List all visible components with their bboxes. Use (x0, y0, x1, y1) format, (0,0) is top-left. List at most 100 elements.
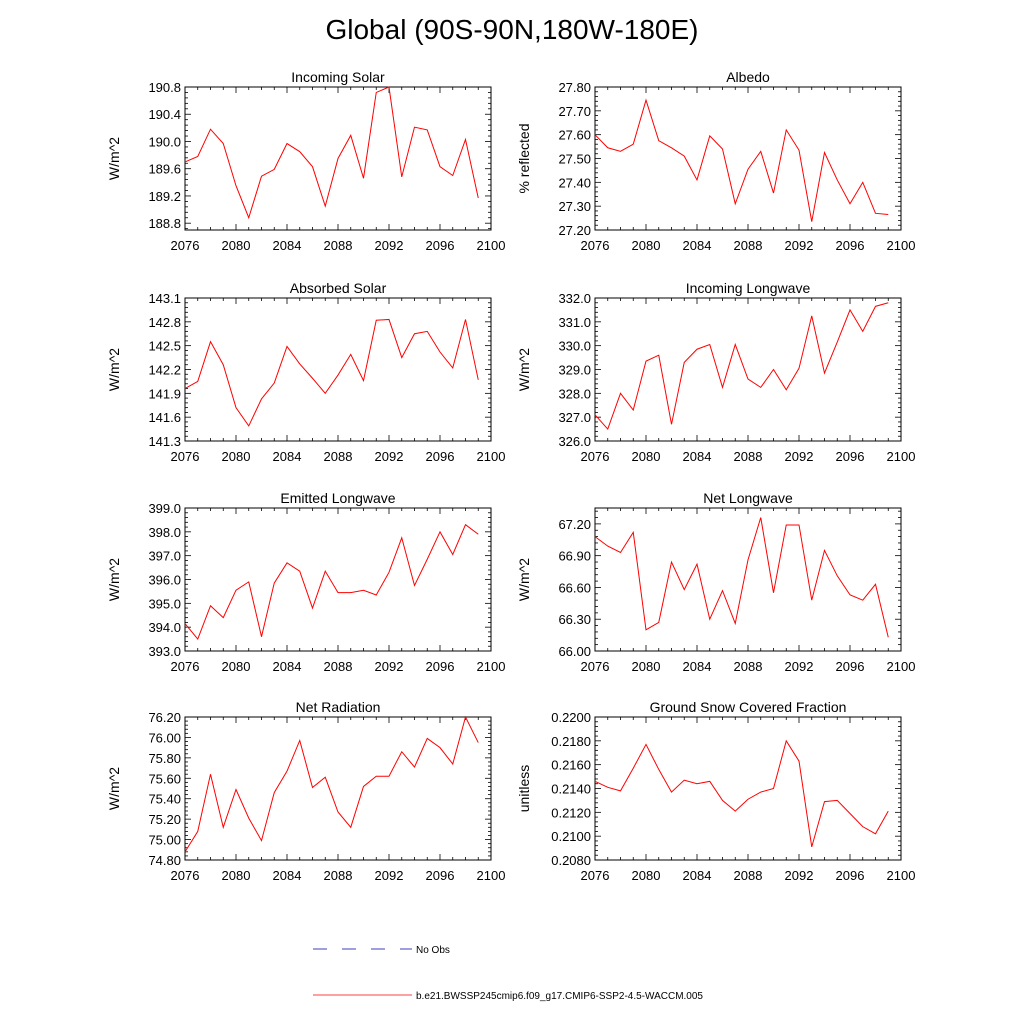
x-tick-label: 2100 (477, 659, 506, 674)
series-line (184, 523, 479, 641)
y-tick-label: 395.0 (148, 596, 181, 611)
y-tick-label: 27.30 (558, 199, 591, 214)
series-line (594, 302, 889, 431)
y-tick-label: 0.2120 (551, 805, 591, 820)
y-tick-label: 330.0 (558, 339, 591, 354)
y-tick-label: 142.2 (148, 363, 181, 378)
y-tick-label: 66.60 (558, 580, 591, 595)
x-tick-label: 2088 (324, 449, 353, 464)
chart-panels: Incoming Solar W/m^2 2076 2080 2084 2088 2092 2… (106, 69, 915, 883)
y-tick-label: 67.20 (558, 517, 591, 532)
panel-title: Absorbed Solar (290, 280, 387, 296)
y-tick-label: 143.1 (148, 291, 181, 306)
x-tick-label: 2076 (171, 868, 200, 883)
x-tick-label: 2084 (683, 238, 712, 253)
y-tick-label: 27.20 (558, 223, 591, 238)
x-tick-label: 2080 (222, 868, 251, 883)
y-tick-label: 188.8 (148, 216, 181, 231)
y-tick-label: 142.8 (148, 315, 181, 330)
x-tick-label: 2076 (581, 868, 610, 883)
x-tick-label: 2084 (273, 868, 302, 883)
x-tick-label: 2076 (171, 238, 200, 253)
x-tick-label: 2100 (887, 449, 916, 464)
y-tick-label: 0.2180 (551, 734, 591, 749)
y-tick-label: 189.6 (148, 162, 181, 177)
x-tick-label: 2096 (836, 238, 865, 253)
plot-frame (594, 716, 902, 861)
y-tick-label: 326.0 (558, 434, 591, 449)
x-tick-label: 2096 (426, 238, 455, 253)
chart-panel-3: Absorbed Solar W/m^2 2076 2080 2084 2088 2092 2… (106, 280, 505, 464)
y-tick-label: 190.4 (148, 107, 181, 122)
series-line (594, 517, 889, 638)
panel-title: Albedo (726, 69, 770, 85)
x-tick-label: 2084 (683, 449, 712, 464)
x-tick-label: 2076 (171, 659, 200, 674)
panel-title: Net Longwave (703, 490, 793, 506)
plot-frame (184, 297, 492, 442)
x-tick-label: 2092 (785, 868, 814, 883)
panel-title: Emitted Longwave (280, 490, 395, 506)
x-tick-label: 2080 (632, 449, 661, 464)
y-tick-label: 75.40 (148, 792, 181, 807)
y-axis-label: W/m^2 (106, 558, 122, 601)
x-tick-label: 2080 (632, 659, 661, 674)
y-tick-label: 66.00 (558, 644, 591, 659)
y-tick-label: 27.70 (558, 104, 591, 119)
y-axis-label: W/m^2 (106, 348, 122, 391)
y-tick-label: 397.0 (148, 549, 181, 564)
y-tick-label: 332.0 (558, 291, 591, 306)
series-line (184, 318, 479, 427)
x-tick-label: 2096 (426, 659, 455, 674)
plot-frame (594, 86, 902, 231)
x-tick-label: 2080 (222, 238, 251, 253)
x-tick-label: 2084 (273, 238, 302, 253)
x-tick-label: 2084 (273, 659, 302, 674)
x-tick-label: 2096 (426, 868, 455, 883)
chart-panel-5: Emitted Longwave W/m^2 2076 2080 2084 2088 209… (106, 490, 505, 674)
y-tick-label: 328.0 (558, 386, 591, 401)
y-tick-label: 399.0 (148, 501, 181, 516)
panel-title: Incoming Longwave (686, 280, 811, 296)
y-tick-label: 0.2200 (551, 710, 591, 725)
y-tick-label: 0.2160 (551, 758, 591, 773)
y-axis-label: W/m^2 (516, 348, 532, 391)
y-tick-label: 76.00 (148, 730, 181, 745)
y-tick-label: 27.80 (558, 80, 591, 95)
series-line (184, 86, 479, 220)
y-tick-label: 331.0 (558, 315, 591, 330)
x-tick-label: 2080 (222, 449, 251, 464)
y-axis-label: W/m^2 (106, 137, 122, 180)
x-tick-label: 2080 (222, 659, 251, 674)
panel-title: Ground Snow Covered Fraction (650, 699, 847, 715)
y-tick-label: 0.2100 (551, 829, 591, 844)
x-tick-label: 2100 (887, 659, 916, 674)
x-tick-label: 2092 (375, 659, 404, 674)
x-tick-label: 2088 (734, 449, 763, 464)
y-tick-label: 141.3 (148, 434, 181, 449)
y-tick-label: 75.20 (148, 812, 181, 827)
x-tick-label: 2092 (785, 449, 814, 464)
y-tick-label: 27.40 (558, 175, 591, 190)
y-tick-label: 66.30 (558, 612, 591, 627)
plot-frame (594, 507, 902, 652)
x-tick-label: 2088 (734, 238, 763, 253)
x-tick-label: 2088 (324, 868, 353, 883)
legend: No Obs b.e21.BWSSP245cmip6.f09_g17.CMIP6… (313, 945, 703, 1002)
x-tick-label: 2088 (734, 659, 763, 674)
x-tick-label: 2096 (836, 868, 865, 883)
chart-panel-2: Albedo % reflected 2076 2080 2084 2088 2092 209… (516, 69, 915, 253)
y-tick-label: 396.0 (148, 573, 181, 588)
x-tick-label: 2092 (375, 449, 404, 464)
y-tick-label: 398.0 (148, 525, 181, 540)
x-tick-label: 2076 (581, 238, 610, 253)
y-tick-label: 75.60 (148, 771, 181, 786)
plot-frame (184, 716, 492, 861)
y-tick-label: 66.90 (558, 549, 591, 564)
y-tick-label: 27.60 (558, 128, 591, 143)
y-axis-label: unitless (516, 765, 532, 812)
y-tick-label: 190.0 (148, 134, 181, 149)
y-tick-label: 74.80 (148, 853, 181, 868)
x-tick-label: 2080 (632, 868, 661, 883)
